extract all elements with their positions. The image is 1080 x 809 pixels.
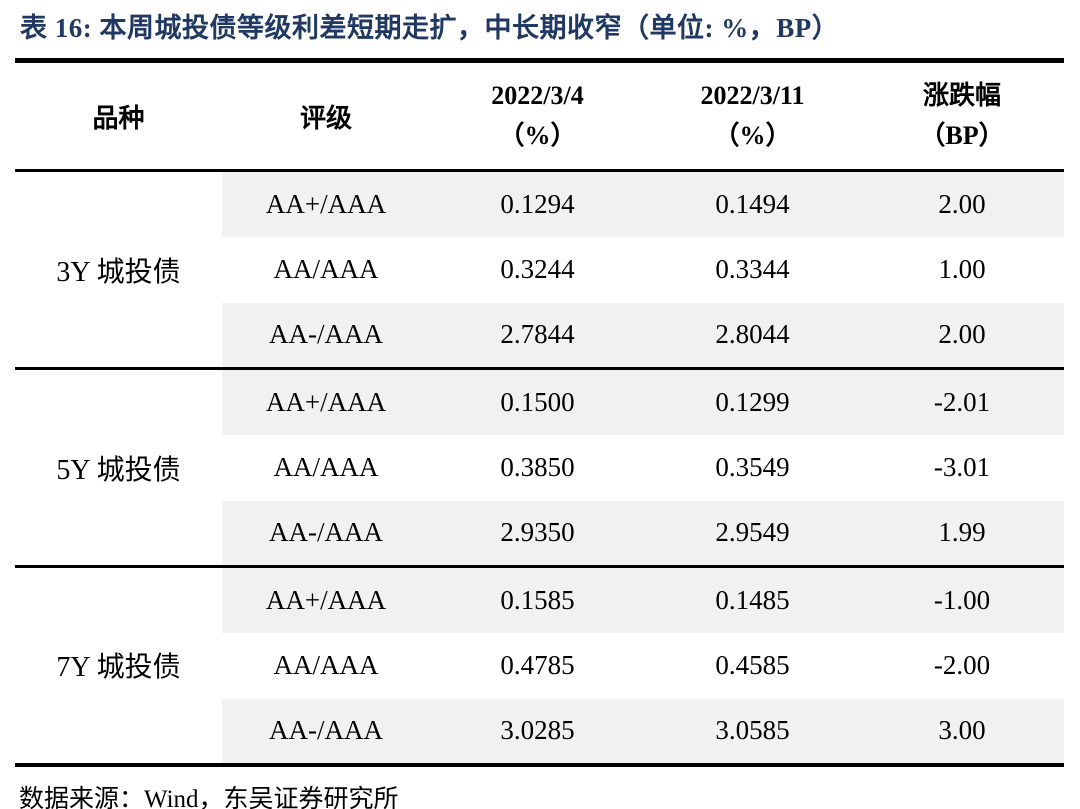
data-source-note: 数据来源：Wind，东吴证券研究所 [19, 786, 399, 809]
value-cell: 0.4785 [430, 632, 645, 699]
value-cell: 0.1299 [645, 368, 860, 435]
rating-cell: AA+/AAA [222, 566, 430, 633]
value-cell: 3.0585 [645, 698, 860, 765]
rating-cell: AA-/AAA [222, 302, 430, 369]
group-3y: 3Y 城投债 AA+/AAA 0.1294 0.1494 2.00 AA/AAA… [15, 170, 1064, 369]
header-date1-unit: （%） [498, 121, 577, 150]
variety-cell-7y: 7Y 城投债 [15, 566, 222, 765]
rating-cell: AA-/AAA [222, 500, 430, 567]
rating-cell: AA+/AAA [222, 170, 430, 237]
header-change-label: 涨跌幅 [922, 81, 1001, 111]
change-cell: -2.01 [860, 368, 1064, 435]
value-cell: 0.1500 [430, 368, 645, 435]
value-cell: 0.1485 [645, 566, 860, 633]
value-cell: 3.0285 [430, 698, 645, 765]
table-row: 5Y 城投债 AA+/AAA 0.1500 0.1299 -2.01 [15, 368, 1064, 567]
table-title: 表 16: 本周城投债等级利差短期走扩，中长期收窄（单位: %，BP） [20, 13, 840, 43]
header-date1-label: 2022/3/4 [491, 81, 584, 111]
header-rating: 评级 [222, 60, 430, 171]
variety-cell-5y: 5Y 城投债 [15, 368, 222, 567]
value-cell: 0.1494 [645, 170, 860, 237]
table-row: AA-/AAA 3.0285 3.0585 3.00 [15, 698, 1064, 765]
change-cell: 2.00 [860, 302, 1064, 369]
value-cell: 2.9350 [430, 500, 645, 567]
value-cell: 2.8044 [645, 302, 860, 369]
header-variety: 品种 [15, 60, 222, 171]
header-date1: 2022/3/4 （%） [430, 60, 645, 171]
change-cell: -2.00 [860, 632, 1064, 699]
value-cell: 0.1585 [430, 566, 645, 633]
header-change-unit: （BP） [919, 121, 1005, 150]
change-cell: 1.99 [860, 500, 1064, 567]
rating-cell: AA/AAA [222, 434, 430, 501]
table-header: 品种 评级 2022/3/4 （%） 2022/3/11 （%） [15, 60, 1064, 171]
table-row: AA/AAA 0.3850 0.3549 -3.01 [15, 434, 1064, 501]
spread-table: 品种 评级 2022/3/4 （%） 2022/3/11 （%） [15, 58, 1064, 767]
rating-cell: AA-/AAA [222, 698, 430, 765]
rating-cell: AA+/AAA [222, 368, 430, 435]
value-cell: 0.3850 [430, 434, 645, 501]
table-row: AA-/AAA 2.9350 2.9549 1.99 [15, 500, 1064, 567]
header-change: 涨跌幅 （BP） [860, 60, 1064, 171]
header-date2-label: 2022/3/11 [700, 81, 805, 111]
table-row: 3Y 城投债 AA+/AAA 0.1294 0.1494 2.00 [15, 170, 1064, 369]
change-cell: 3.00 [860, 698, 1064, 765]
table-row: AA/AAA 0.4785 0.4585 -2.00 [15, 632, 1064, 699]
change-cell: 2.00 [860, 170, 1064, 237]
rating-cell: AA/AAA [222, 236, 430, 303]
group-7y: 7Y 城投债 AA+/AAA 0.1585 0.1485 -1.00 AA/AA… [15, 566, 1064, 765]
value-cell: 0.4585 [645, 632, 860, 699]
change-cell: -3.01 [860, 434, 1064, 501]
value-cell: 0.3244 [430, 236, 645, 303]
value-cell: 2.7844 [430, 302, 645, 369]
header-date2-unit: （%） [713, 121, 792, 150]
table-row: AA-/AAA 2.7844 2.8044 2.00 [15, 302, 1064, 369]
spread-table-container: 品种 评级 2022/3/4 （%） 2022/3/11 （%） [15, 58, 1064, 767]
change-cell: 1.00 [860, 236, 1064, 303]
table-row: 7Y 城投债 AA+/AAA 0.1585 0.1485 -1.00 [15, 566, 1064, 765]
value-cell: 0.3549 [645, 434, 860, 501]
table-row: AA/AAA 0.3244 0.3344 1.00 [15, 236, 1064, 303]
rating-cell: AA/AAA [222, 632, 430, 699]
header-date2: 2022/3/11 （%） [645, 60, 860, 171]
value-cell: 0.3344 [645, 236, 860, 303]
variety-cell-3y: 3Y 城投债 [15, 170, 222, 369]
group-5y: 5Y 城投债 AA+/AAA 0.1500 0.1299 -2.01 AA/AA… [15, 368, 1064, 567]
change-cell: -1.00 [860, 566, 1064, 633]
header-row: 品种 评级 2022/3/4 （%） 2022/3/11 （%） [15, 60, 1064, 171]
value-cell: 0.1294 [430, 170, 645, 237]
value-cell: 2.9549 [645, 500, 860, 567]
